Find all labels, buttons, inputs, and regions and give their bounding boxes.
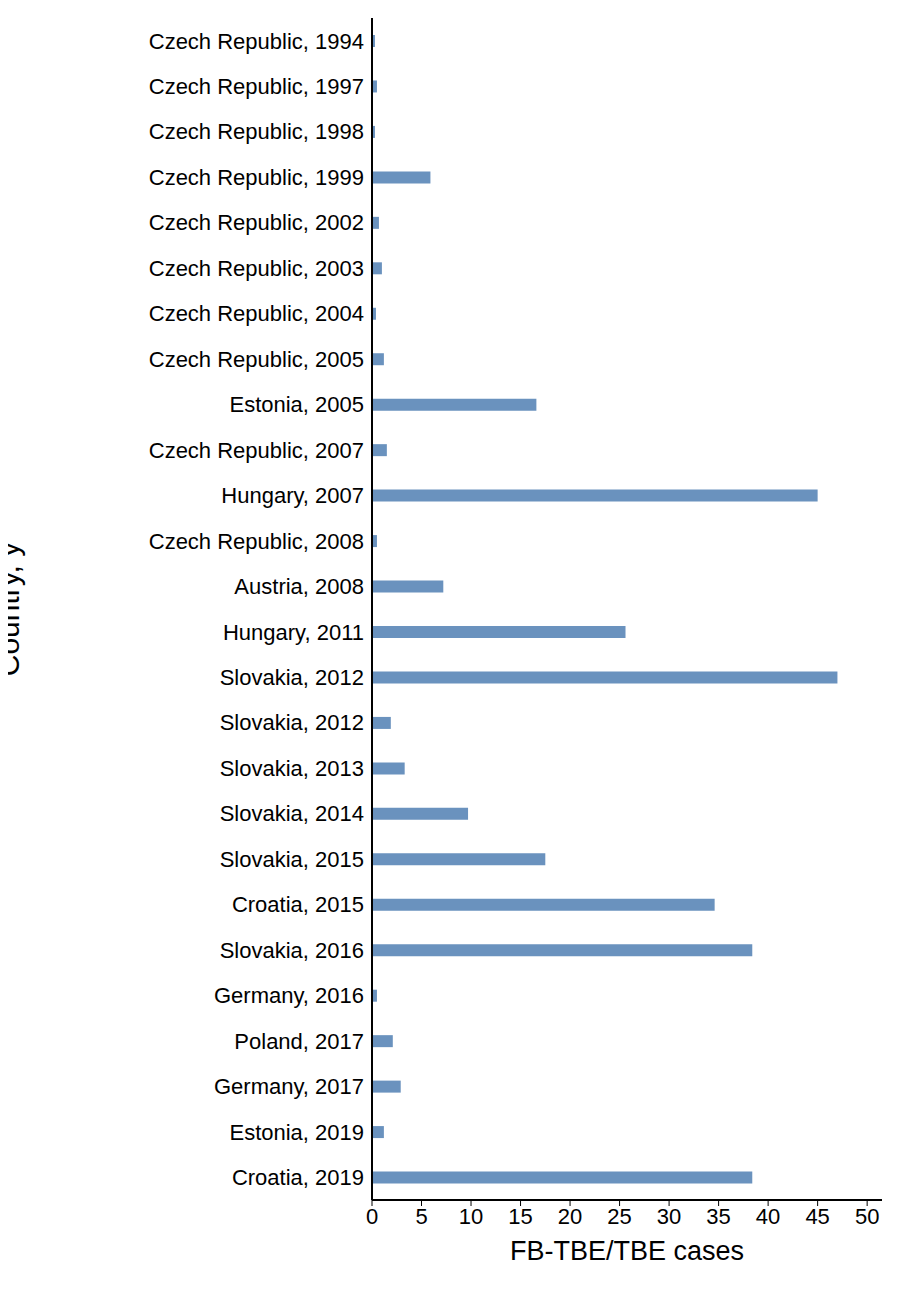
svg-text:Slovakia, 2012: Slovakia, 2012 [220,665,364,690]
svg-text:40: 40 [756,1204,780,1229]
svg-text:Slovakia, 2013: Slovakia, 2013 [220,756,364,781]
svg-text:Slovakia, 2016: Slovakia, 2016 [220,938,364,963]
svg-text:Hungary, 2007: Hungary, 2007 [221,483,364,508]
svg-text:Slovakia, 2015: Slovakia, 2015 [220,847,364,872]
svg-text:Czech Republic, 2005: Czech Republic, 2005 [149,347,364,372]
svg-text:Poland, 2017: Poland, 2017 [234,1029,364,1054]
svg-text:Czech Republic, 2002: Czech Republic, 2002 [149,210,364,235]
svg-text:Czech Republic, 1997: Czech Republic, 1997 [149,74,364,99]
svg-text:Croatia, 2019: Croatia, 2019 [232,1165,364,1190]
svg-text:Czech Republic, 2007: Czech Republic, 2007 [149,438,364,463]
svg-text:10: 10 [459,1204,483,1229]
svg-text:Country, y: Country, y [8,542,25,677]
svg-text:35: 35 [706,1204,730,1229]
svg-text:Austria, 2008: Austria, 2008 [234,574,364,599]
svg-text:0: 0 [366,1204,378,1229]
svg-text:Slovakia, 2014: Slovakia, 2014 [220,801,364,826]
svg-text:Slovakia, 2012: Slovakia, 2012 [220,710,364,735]
svg-text:Estonia, 2019: Estonia, 2019 [229,1120,364,1145]
svg-text:45: 45 [805,1204,829,1229]
svg-text:Czech Republic, 2004: Czech Republic, 2004 [149,301,364,326]
svg-text:Germany, 2017: Germany, 2017 [214,1074,364,1099]
svg-text:50: 50 [855,1204,879,1229]
svg-text:FB-TBE/TBE cases: FB-TBE/TBE cases [510,1236,744,1266]
svg-text:15: 15 [508,1204,532,1229]
svg-text:Hungary, 2011: Hungary, 2011 [223,620,364,645]
svg-text:25: 25 [607,1204,631,1229]
svg-text:Croatia, 2015: Croatia, 2015 [232,892,364,917]
svg-text:Czech Republic, 2003: Czech Republic, 2003 [149,256,364,281]
svg-text:Estonia, 2005: Estonia, 2005 [229,392,364,417]
svg-text:30: 30 [657,1204,681,1229]
svg-text:20: 20 [558,1204,582,1229]
svg-text:Czech Republic, 2008: Czech Republic, 2008 [149,529,364,554]
svg-text:Czech Republic, 1994: Czech Republic, 1994 [149,29,364,54]
svg-text:Germany, 2016: Germany, 2016 [214,983,364,1008]
svg-text:5: 5 [415,1204,427,1229]
svg-text:Czech Republic, 1998: Czech Republic, 1998 [149,119,364,144]
svg-text:Czech Republic, 1999: Czech Republic, 1999 [149,165,364,190]
